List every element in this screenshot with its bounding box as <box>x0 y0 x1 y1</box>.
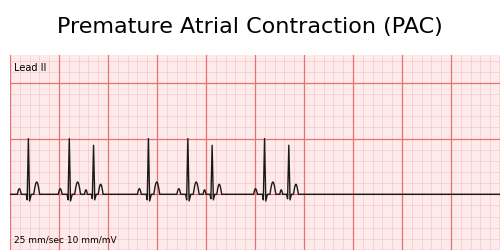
Text: Premature Atrial Contraction (PAC): Premature Atrial Contraction (PAC) <box>57 18 443 38</box>
Text: 25 mm/sec 10 mm/mV: 25 mm/sec 10 mm/mV <box>14 236 117 244</box>
Text: Lead II: Lead II <box>14 63 46 73</box>
